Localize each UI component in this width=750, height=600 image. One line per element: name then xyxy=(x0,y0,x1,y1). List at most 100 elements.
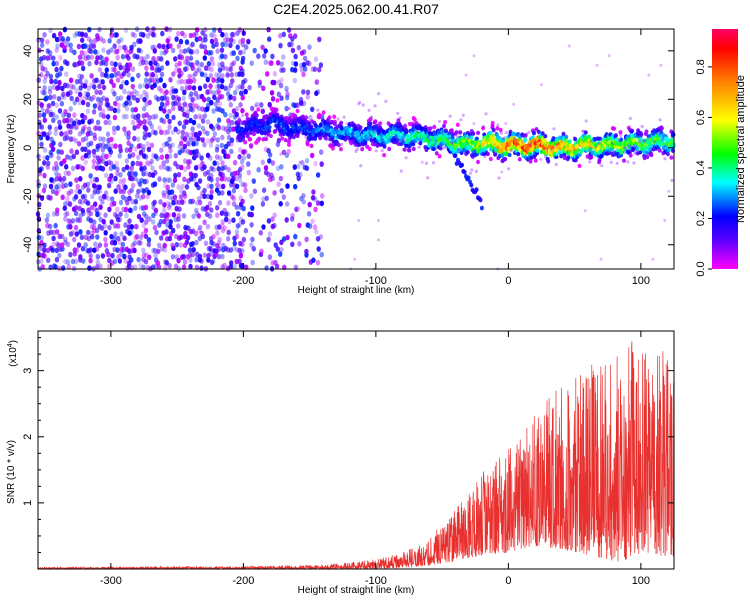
spectrogram-cell-1805 xyxy=(298,171,303,178)
spectrogram-cell-1406 xyxy=(213,101,218,108)
spectrogram-cell-2739 xyxy=(416,129,420,133)
spectrogram-cell-1261 xyxy=(196,213,201,219)
spectrogram-cell-247 xyxy=(68,136,74,142)
spectrogram-cell-3500 xyxy=(581,129,585,133)
spectrogram-cell-171 xyxy=(58,55,63,61)
spectrogram-cell-550 xyxy=(106,141,111,148)
spectrogram-cell-755 xyxy=(133,146,138,152)
spectrogram-cell-1322 xyxy=(206,257,211,263)
spectrogram-cell-853 xyxy=(144,119,150,125)
spectrogram-cell-1455 xyxy=(220,134,225,141)
spectrogram-cell-1398 xyxy=(215,176,220,183)
spectrogram-cell-1561 xyxy=(234,183,240,190)
spectrogram-cell-23 xyxy=(40,264,45,270)
spectrogram-cell-1412 xyxy=(215,48,220,54)
spectrogram-cell-961 xyxy=(159,65,165,71)
spectrogram-cell-932 xyxy=(156,248,161,255)
spectrogram-cell-1077 xyxy=(173,56,178,62)
spectrogram-cell-544 xyxy=(106,195,111,202)
spectrogram-cell-503 xyxy=(100,166,106,172)
spectrogram-cell-1602 xyxy=(240,241,245,248)
spectrogram-cell-1362 xyxy=(209,99,214,106)
spectrogram-cell-643 xyxy=(118,95,124,101)
spectrogram-cell-2 xyxy=(36,251,41,257)
spectrogram-cell-2573 xyxy=(380,137,385,143)
spectrogram-cell-1252 xyxy=(195,48,200,55)
spectrogram-cell-2028 xyxy=(261,118,266,124)
spectrogram-cell-661 xyxy=(121,113,126,120)
spectrogram-cell-1737 xyxy=(278,201,283,207)
spectrogram-cell-1031 xyxy=(167,136,172,143)
spectrogram-cell-3216 xyxy=(517,157,522,162)
spectrogram-cell-338 xyxy=(81,99,86,106)
spectrogram-cell-614 xyxy=(115,206,120,213)
spectrogram-cell-691 xyxy=(123,44,128,51)
spectrogram-cell-331 xyxy=(80,155,85,161)
spectrogram-cell-742 xyxy=(130,66,136,72)
spectrogram-cell-1287 xyxy=(199,155,204,161)
spectrogram-cell-397 xyxy=(88,253,93,259)
spectrogram-cell-1496 xyxy=(226,166,231,173)
spectrogram-cell-484 xyxy=(98,136,103,142)
spectrogram-cell-1043 xyxy=(171,227,176,234)
spectrogram-cell-493 xyxy=(97,67,103,73)
spectrogram-cell-892 xyxy=(150,165,155,172)
spectrogram-cell-927 xyxy=(152,48,157,54)
spectrogram-cell-759 xyxy=(133,106,138,113)
spectrogram-cell-202 xyxy=(63,164,69,170)
spectrogram-cell-948 xyxy=(159,212,164,219)
spectrogram-cell-1660 xyxy=(254,101,260,108)
spectrogram-cell-2898 xyxy=(449,128,454,133)
spectrogram-cell-1842 xyxy=(310,195,316,201)
spectrogram-cell-177 xyxy=(60,233,65,240)
spectrogram-cell-1207 xyxy=(191,213,196,220)
spectrogram-cell-3188 xyxy=(512,131,516,137)
spectrogram-cell-595 xyxy=(112,129,117,136)
spectrogram-cell-500 xyxy=(101,218,106,225)
spectrogram-cell-153 xyxy=(57,252,62,259)
spectrogram-cell-1375 xyxy=(211,233,216,240)
spectrogram-cell-3673 xyxy=(619,137,624,142)
spectrogram-cell-1057 xyxy=(171,71,176,77)
spectrogram-cell-1264 xyxy=(196,184,201,191)
spectrogram-cell-1761 xyxy=(284,152,290,159)
spectrogram-cell-1841 xyxy=(310,218,315,225)
spectrogram-cell-3067 xyxy=(485,143,490,149)
spectrogram-cell-1047 xyxy=(169,189,175,195)
spectrogram-cell-2592 xyxy=(384,99,388,103)
spectrogram-cell-2126 xyxy=(282,129,287,134)
spectrogram-cell-820 xyxy=(142,165,147,171)
spectrogram-cell-307 xyxy=(77,188,83,195)
spectrogram-cell-189 xyxy=(59,65,64,72)
spectrogram-cell-1277 xyxy=(197,35,203,42)
spectrogram-cell-24 xyxy=(39,258,44,265)
spectrogram-cell-3116 xyxy=(496,123,500,127)
spectrogram-cell-996 xyxy=(165,212,170,218)
spectrogram-cell-1208 xyxy=(190,198,195,205)
spectrogram-cell-1710 xyxy=(270,96,276,102)
spectrogram-cell-939 xyxy=(157,85,162,92)
spectrogram-cell-697 xyxy=(127,230,132,236)
spectrogram-cell-542 xyxy=(107,224,112,231)
spectrogram-cell-1494 xyxy=(226,190,232,196)
spectrogram-cell-858 xyxy=(144,83,150,90)
colorbar-label: Normalized spectral amplitude xyxy=(735,75,747,223)
spectrogram-cell-1368 xyxy=(209,50,214,56)
spectrogram-cell-1467 xyxy=(220,31,225,38)
spectrogram-cell-1843 xyxy=(311,189,316,195)
spectrogram-cell-465 xyxy=(94,77,99,84)
spectrogram-cell-1316 xyxy=(202,55,207,61)
spectrogram-cell-1132 xyxy=(181,213,187,219)
spectrogram-cell-1049 xyxy=(170,142,175,148)
spectrogram-cell-170 xyxy=(57,71,63,77)
spectrogram-cell-226 xyxy=(66,170,71,177)
spectrogram-cell-528 xyxy=(104,172,109,179)
spectrogram-cell-280 xyxy=(74,231,80,237)
spectrogram-cell-1350 xyxy=(209,207,214,213)
spectrogram-cell-1610 xyxy=(241,155,247,161)
spectrogram-cell-38 xyxy=(39,72,44,78)
spectrogram-cell-2697 xyxy=(406,147,411,153)
spectrogram-cell-1028 xyxy=(167,153,173,160)
spectrogram-cell-3495 xyxy=(580,147,585,152)
spectrogram-cell-196 xyxy=(63,211,68,218)
